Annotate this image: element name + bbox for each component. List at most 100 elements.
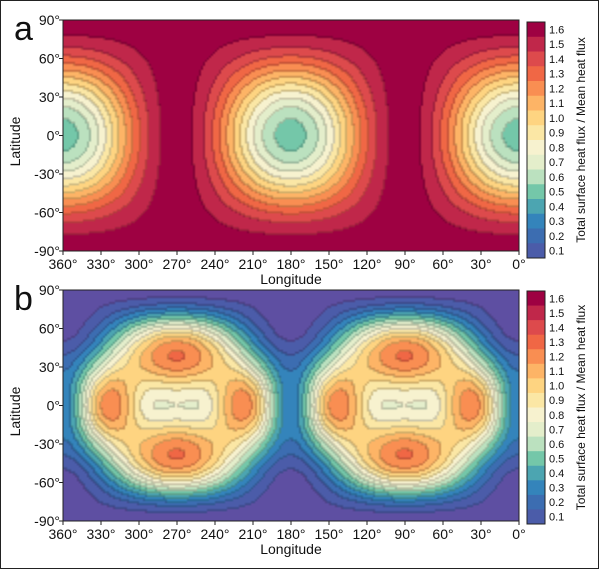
colorbar-tick-label: 1.5: [549, 308, 564, 320]
x-tick-label: 240°: [201, 526, 230, 542]
colorbar-segment: [527, 125, 545, 141]
colorbar-tick-label: 0.7: [549, 157, 564, 169]
colorbar-segment: [527, 392, 545, 408]
colorbar-tick-label: 0.6: [549, 172, 564, 184]
panel-label: b: [14, 280, 33, 318]
colorbar-tick-label: 1.1: [549, 98, 564, 110]
y-tick-label: 60°: [39, 321, 60, 337]
x-tick-label: 300°: [125, 526, 154, 542]
colorbar-label: Total surface heat flux / Mean heat flux: [574, 37, 588, 242]
x-tick-label: 210°: [239, 256, 268, 272]
colorbar-segment: [527, 378, 545, 394]
x-tick-label: 240°: [201, 256, 230, 272]
colorbar-tick-label: 1.1: [549, 366, 564, 378]
colorbar-segment: [527, 407, 545, 423]
colorbar-segment: [527, 480, 545, 496]
colorbar-tick-label: 0.5: [549, 453, 564, 465]
x-tick-label: 60°: [432, 526, 453, 542]
x-tick-label: 270°: [163, 256, 192, 272]
colorbar-segment: [527, 305, 545, 321]
x-tick-label: 180°: [277, 256, 306, 272]
colorbar-segment: [527, 184, 545, 200]
chart-panel-a: 360° 330° 300° 270° 240° 210° 180° 150° 120° 90° 6…: [7, 10, 588, 287]
colorbar-tick-label: 1.4: [549, 322, 564, 334]
y-tick-label: 30°: [39, 359, 60, 375]
heatmap-image: [63, 290, 519, 521]
y-tick-label: 0°: [47, 128, 60, 144]
colorbar-tick-label: 0.2: [549, 231, 564, 243]
x-tick-label: 360°: [49, 256, 78, 272]
colorbar-label: Total surface heat flux / Mean heat flux: [574, 305, 588, 510]
heatmap-image: [63, 20, 519, 251]
x-tick-label: 60°: [432, 256, 453, 272]
x-tick-label: 120°: [353, 526, 382, 542]
colorbar-tick-label: 0.8: [549, 410, 564, 422]
colorbar-segment: [527, 213, 545, 229]
x-axis-label: Longitude: [260, 541, 322, 557]
x-tick-label: 30°: [470, 256, 491, 272]
colorbar-segment: [527, 334, 545, 350]
colorbar-tick-label: 1.3: [549, 69, 564, 81]
colorbar-segment: [527, 51, 545, 67]
colorbar-tick-label: 1.2: [549, 83, 564, 95]
x-tick-label: 0°: [512, 526, 525, 542]
colorbar-tick-label: 0.9: [549, 128, 564, 140]
colorbar-tick-label: 0.3: [549, 483, 564, 495]
y-tick-label: -30°: [34, 436, 60, 452]
y-tick-label: 0°: [47, 398, 60, 414]
x-tick-label: 150°: [315, 256, 344, 272]
colorbar-segment: [527, 154, 545, 170]
x-tick-label: 360°: [49, 526, 78, 542]
y-tick-label: -60°: [34, 205, 60, 221]
x-tick-label: 300°: [125, 256, 154, 272]
y-tick-label: -90°: [34, 513, 60, 529]
colorbar-tick-label: 0.3: [549, 216, 564, 228]
y-axis-label: Latitude: [7, 386, 23, 436]
colorbar-tick-label: 0.8: [549, 142, 564, 154]
colorbar-tick-label: 0.1: [549, 246, 564, 258]
colorbar-border: [526, 21, 546, 259]
colorbar-tick-label: 0.9: [549, 395, 564, 407]
colorbar-border: [526, 290, 546, 525]
chart-panel-b: 360° 330° 300° 270° 240° 210° 180° 150° 120° 90° 6…: [7, 280, 588, 557]
y-tick-label: -90°: [34, 243, 60, 259]
x-tick-label: 180°: [277, 526, 306, 542]
colorbar-tick-label: 0.2: [549, 497, 564, 509]
colorbar-tick-label: 1.3: [549, 337, 564, 349]
colorbar-segment: [527, 291, 545, 307]
colorbar-tick-label: 0.7: [549, 424, 564, 436]
x-tick-label: 210°: [239, 526, 268, 542]
colorbar-segment: [527, 81, 545, 97]
colorbar-segment: [527, 436, 545, 452]
y-tick-label: 90°: [39, 282, 60, 298]
colorbar-tick-label: 1.0: [549, 113, 564, 125]
x-tick-label: 90°: [394, 256, 415, 272]
colorbar-tick-label: 1.0: [549, 381, 564, 393]
colorbar-tick-label: 1.6: [549, 293, 564, 305]
colorbar-segment: [527, 22, 545, 38]
colorbar-segment: [527, 349, 545, 365]
y-tick-label: -60°: [34, 475, 60, 491]
colorbar-segment: [527, 509, 545, 525]
colorbar-segment: [527, 494, 545, 510]
colorbar-segment: [527, 228, 545, 244]
colorbar-segment: [527, 243, 545, 259]
x-tick-label: 0°: [512, 256, 525, 272]
colorbar-tick-label: 1.6: [549, 24, 564, 36]
colorbar-tick-label: 1.4: [549, 54, 564, 66]
y-tick-label: -30°: [34, 166, 60, 182]
colorbar-tick-label: 1.2: [549, 352, 564, 364]
colorbar-tick-label: 0.5: [549, 187, 564, 199]
colorbar-tick-label: 0.6: [549, 439, 564, 451]
x-tick-label: 90°: [394, 526, 415, 542]
colorbar-tick-label: 0.4: [549, 468, 564, 480]
colorbar-segment: [527, 140, 545, 156]
colorbar-tick-label: 1.5: [549, 39, 564, 51]
colorbar-segment: [527, 169, 545, 185]
colorbar-segment: [527, 451, 545, 467]
x-tick-label: 270°: [163, 526, 192, 542]
colorbar-segment: [527, 199, 545, 215]
colorbar-segment: [527, 66, 545, 82]
